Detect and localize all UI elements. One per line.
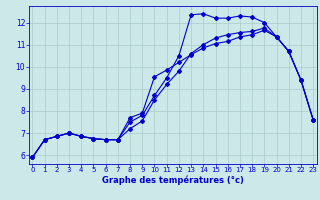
- X-axis label: Graphe des températures (°c): Graphe des températures (°c): [102, 176, 244, 185]
